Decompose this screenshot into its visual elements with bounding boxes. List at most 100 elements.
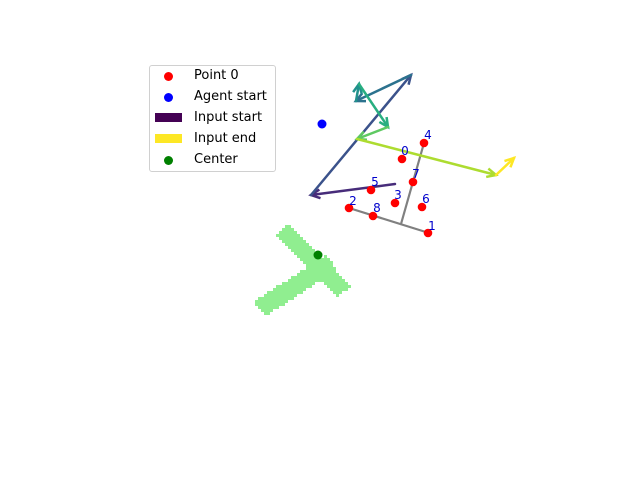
t-shape-crossbar-pixel — [309, 261, 312, 264]
t-shape-crossbar-pixel — [333, 288, 336, 291]
t-shape-crossbar-pixel — [303, 246, 306, 249]
t-shape-stem-pixel — [273, 303, 276, 306]
t-shape-stem-pixel — [297, 282, 300, 285]
t-shape-stem-pixel — [276, 291, 279, 294]
t-shape-crossbar-pixel — [348, 285, 351, 288]
t-shape-crossbar-pixel — [339, 291, 342, 294]
t-shape-crossbar-pixel — [336, 282, 339, 285]
t-shape-stem-pixel — [309, 270, 312, 273]
t-shape-crossbar-pixel — [288, 234, 291, 237]
t-shape-stem-pixel — [303, 285, 306, 288]
t-shape-crossbar-pixel — [327, 270, 330, 273]
t-shape-stem-pixel — [285, 285, 288, 288]
t-shape-crossbar-pixel — [315, 270, 318, 273]
t-shape-stem-pixel — [312, 279, 315, 282]
t-shape-crossbar-pixel — [333, 276, 336, 279]
legend-item-agent-start: Agent start — [150, 87, 277, 107]
t-shape-crossbar-pixel — [318, 258, 321, 261]
t-shape-crossbar-pixel — [300, 258, 303, 261]
t-shape-crossbar-pixel — [306, 249, 309, 252]
t-shape-stem-pixel — [297, 285, 300, 288]
t-shape-crossbar-pixel — [324, 261, 327, 264]
t-shape-crossbar-pixel — [291, 246, 294, 249]
t-shape-crossbar-pixel — [285, 234, 288, 237]
t-shape-stem-pixel — [315, 279, 318, 282]
t-shape-stem-pixel — [291, 297, 294, 300]
t-shape-stem-pixel — [270, 309, 273, 312]
t-shape-stem-pixel — [330, 264, 333, 267]
t-shape-crossbar-pixel — [309, 249, 312, 252]
t-shape-crossbar-pixel — [288, 240, 291, 243]
t-shape-stem-pixel — [288, 297, 291, 300]
t-shape-crossbar-pixel — [285, 231, 288, 234]
input-arrows — [308, 72, 517, 200]
t-shape-stem-pixel — [303, 270, 306, 273]
t-shape-crossbar-pixel — [345, 282, 348, 285]
t-shape-crossbar-pixel — [321, 270, 324, 273]
t-shape-stem-pixel — [264, 300, 267, 303]
t-shape-stem-pixel — [276, 303, 279, 306]
keypoint-5 — [366, 185, 376, 195]
t-shape-crossbar-pixel — [306, 264, 309, 267]
t-shape-stem-pixel — [291, 288, 294, 291]
t-shape-crossbar-pixel — [312, 267, 315, 270]
t-shape-stem-pixel — [282, 288, 285, 291]
t-shape-crossbar-pixel — [297, 246, 300, 249]
t-shape-crossbar-pixel — [309, 255, 312, 258]
keypoint-label-0: 0 — [401, 144, 409, 158]
t-shape-crossbar-pixel — [303, 240, 306, 243]
t-shape-crossbar-pixel — [294, 249, 297, 252]
t-shape-crossbar-pixel — [321, 279, 324, 282]
t-shape-crossbar-pixel — [291, 237, 294, 240]
t-shape-stem-pixel — [288, 288, 291, 291]
t-shape-crossbar-pixel — [291, 228, 294, 231]
t-shape-stem-pixel — [282, 285, 285, 288]
keypoint-7 — [408, 177, 418, 187]
t-shape-crossbar-pixel — [324, 279, 327, 282]
t-shape-crossbar-pixel — [294, 231, 297, 234]
t-shape-crossbar-pixel — [312, 255, 315, 258]
t-shape-stem-pixel — [288, 291, 291, 294]
t-shape-crossbar-pixel — [321, 273, 324, 276]
t-shape-stem-pixel — [261, 309, 264, 312]
input-arrow-shaft — [309, 182, 397, 197]
t-shape-crossbar-pixel — [288, 228, 291, 231]
t-shape-stem-pixel — [285, 282, 288, 285]
t-shape-crossbar-pixel — [309, 267, 312, 270]
t-shape-crossbar-pixel — [300, 243, 303, 246]
t-shape-crossbar-pixel — [324, 273, 327, 276]
t-shape-crossbar-pixel — [297, 255, 300, 258]
legend-label: Point 0 — [194, 68, 239, 83]
legend-label: Center — [194, 152, 238, 167]
input-arrow-shaft — [355, 137, 498, 177]
keypoint-2 — [344, 203, 354, 213]
t-shape-crossbar-pixel — [312, 270, 315, 273]
t-shape-stem-pixel — [273, 288, 276, 291]
t-shape-crossbar-pixel — [312, 252, 315, 255]
t-shape-stem-pixel — [270, 303, 273, 306]
t-shape-crossbar-pixel — [303, 255, 306, 258]
t-shape-stem-pixel — [255, 303, 258, 306]
t-shape-stem-pixel — [279, 288, 282, 291]
t-shape-stem-pixel — [282, 294, 285, 297]
t-shape-stem-pixel — [303, 279, 306, 282]
t-shape-crossbar-pixel — [312, 261, 315, 264]
t-shape-stem-pixel — [300, 282, 303, 285]
t-shape-crossbar-pixel — [324, 282, 327, 285]
t-shape-crossbar-pixel — [339, 279, 342, 282]
t-shape-crossbar-pixel — [294, 252, 297, 255]
t-shape-crossbar-pixel — [279, 231, 282, 234]
t-shape-crossbar-pixel — [285, 243, 288, 246]
t-shape-stem-pixel — [303, 282, 306, 285]
t-shape-stem-pixel — [306, 276, 309, 279]
t-shape-crossbar-pixel — [294, 240, 297, 243]
t-shape-crossbar-pixel — [282, 228, 285, 231]
t-shape-stem-pixel — [267, 306, 270, 309]
t-shape-crossbar-pixel — [303, 243, 306, 246]
t-shape-crossbar-pixel — [318, 270, 321, 273]
t-shape-crossbar-pixel — [306, 261, 309, 264]
t-shape-crossbar-pixel — [342, 288, 345, 291]
t-shape-crossbar-pixel — [321, 267, 324, 270]
t-shape-crossbar-pixel — [288, 231, 291, 234]
t-shape-crossbar-pixel — [309, 252, 312, 255]
